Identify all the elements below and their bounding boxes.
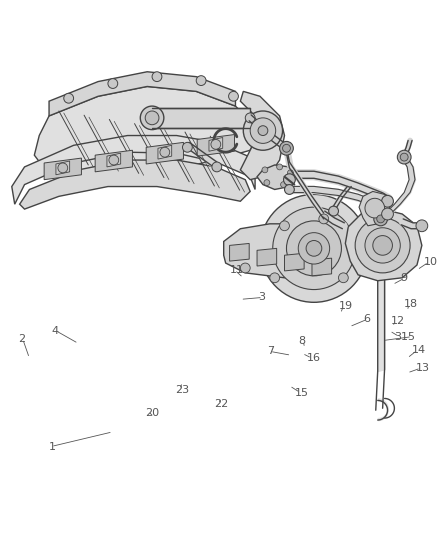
Polygon shape — [257, 165, 294, 190]
Text: 7: 7 — [268, 346, 275, 357]
Circle shape — [212, 162, 222, 172]
Circle shape — [145, 111, 159, 125]
Circle shape — [160, 147, 170, 157]
Text: 12: 12 — [390, 316, 405, 326]
Circle shape — [260, 195, 368, 302]
Circle shape — [240, 263, 250, 273]
Polygon shape — [359, 191, 390, 226]
Circle shape — [306, 240, 322, 256]
Text: 16: 16 — [307, 353, 321, 363]
Polygon shape — [285, 253, 304, 271]
Circle shape — [279, 221, 290, 231]
Circle shape — [374, 212, 388, 226]
Polygon shape — [240, 91, 285, 180]
Polygon shape — [49, 72, 236, 116]
Circle shape — [273, 207, 355, 289]
Circle shape — [377, 215, 385, 223]
Circle shape — [281, 182, 286, 188]
Polygon shape — [197, 134, 234, 156]
Circle shape — [286, 221, 341, 276]
Circle shape — [229, 91, 238, 101]
Circle shape — [64, 93, 74, 103]
Text: 8: 8 — [298, 336, 305, 345]
Polygon shape — [230, 244, 249, 261]
Circle shape — [258, 126, 268, 135]
Circle shape — [365, 198, 385, 218]
Circle shape — [339, 273, 348, 282]
Text: 22: 22 — [214, 399, 228, 409]
Text: 1: 1 — [49, 441, 56, 451]
Polygon shape — [209, 138, 223, 151]
Bar — [152, 108, 250, 128]
Text: 20: 20 — [145, 408, 159, 418]
Text: 14: 14 — [412, 345, 426, 356]
Polygon shape — [146, 142, 184, 164]
Polygon shape — [224, 224, 353, 278]
Circle shape — [109, 155, 119, 165]
Circle shape — [285, 184, 294, 195]
Circle shape — [283, 174, 295, 185]
Polygon shape — [257, 248, 277, 266]
Text: 13: 13 — [416, 363, 430, 373]
Circle shape — [196, 76, 206, 85]
Polygon shape — [44, 158, 81, 180]
Circle shape — [245, 113, 255, 123]
Polygon shape — [158, 146, 172, 159]
Circle shape — [58, 163, 68, 173]
Circle shape — [319, 214, 328, 224]
Polygon shape — [56, 161, 70, 175]
Polygon shape — [20, 160, 250, 209]
Circle shape — [243, 111, 283, 150]
Circle shape — [277, 164, 283, 170]
Circle shape — [373, 236, 392, 255]
Text: 23: 23 — [175, 385, 189, 394]
Circle shape — [381, 208, 393, 220]
Text: 2: 2 — [18, 334, 25, 344]
Polygon shape — [312, 258, 332, 276]
Circle shape — [400, 153, 408, 161]
Text: 31: 31 — [394, 332, 408, 342]
Circle shape — [262, 167, 268, 173]
Circle shape — [365, 228, 400, 263]
Text: 4: 4 — [51, 326, 58, 336]
Circle shape — [270, 273, 279, 282]
Polygon shape — [34, 86, 260, 180]
Text: 11: 11 — [230, 265, 244, 275]
Text: 19: 19 — [339, 301, 353, 311]
Circle shape — [287, 170, 293, 176]
Circle shape — [140, 106, 164, 130]
Text: 3: 3 — [258, 293, 265, 302]
Circle shape — [416, 220, 428, 232]
Circle shape — [108, 79, 118, 88]
Text: 10: 10 — [424, 257, 438, 267]
Circle shape — [152, 72, 162, 82]
Circle shape — [250, 118, 276, 143]
Polygon shape — [345, 209, 422, 281]
Circle shape — [279, 141, 293, 155]
Circle shape — [264, 180, 270, 185]
Circle shape — [298, 232, 330, 264]
Text: 6: 6 — [363, 314, 370, 324]
Circle shape — [283, 144, 290, 152]
Circle shape — [328, 206, 339, 216]
Text: 18: 18 — [404, 299, 418, 309]
Text: 15: 15 — [295, 387, 309, 398]
Polygon shape — [107, 153, 121, 167]
Polygon shape — [95, 150, 132, 172]
Circle shape — [183, 142, 192, 152]
Circle shape — [355, 218, 410, 273]
Text: 9: 9 — [400, 273, 407, 283]
Text: 5: 5 — [407, 332, 414, 342]
Circle shape — [211, 140, 221, 149]
Circle shape — [397, 150, 411, 164]
Circle shape — [381, 196, 393, 207]
Polygon shape — [12, 135, 255, 204]
